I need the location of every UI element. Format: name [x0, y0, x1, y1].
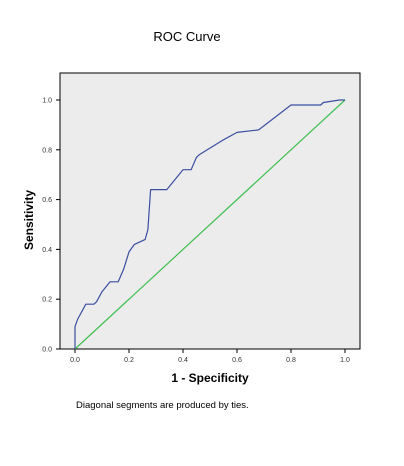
- y-axis-ticks: 0.0 0.2 0.4 0.6 0.8 1.0: [42, 98, 60, 354]
- x-tick-label: 0.8: [286, 357, 296, 364]
- x-tick-label: 0.0: [70, 357, 80, 364]
- chart-footnote: Diagonal segments are produced by ties.: [76, 400, 249, 411]
- x-tick-label: 0.2: [124, 357, 134, 364]
- y-tick-label: 0.8: [42, 147, 52, 154]
- y-tick-label: 0.2: [42, 297, 52, 304]
- y-tick-label: 0.6: [42, 197, 52, 204]
- x-tick-label: 1.0: [340, 357, 350, 364]
- reference-diagonal-line: [74, 99, 346, 350]
- y-tick-label: 0.4: [42, 247, 52, 254]
- chart-title: ROC Curve: [153, 29, 220, 44]
- series-layer: [74, 99, 346, 350]
- x-axis-ticks: 0.0 0.2 0.4 0.6 0.8 1.0: [70, 349, 350, 364]
- plot-area: [59, 72, 361, 350]
- y-tick-label: 0.0: [42, 347, 52, 354]
- y-axis-label: Sensitivity: [22, 190, 36, 250]
- y-tick-label: 1.0: [42, 98, 52, 105]
- x-tick-label: 0.6: [232, 357, 242, 364]
- x-axis-label: 1 - Specificity: [171, 371, 249, 385]
- x-tick-label: 0.4: [178, 357, 188, 364]
- roc-curve-line: [74, 99, 345, 349]
